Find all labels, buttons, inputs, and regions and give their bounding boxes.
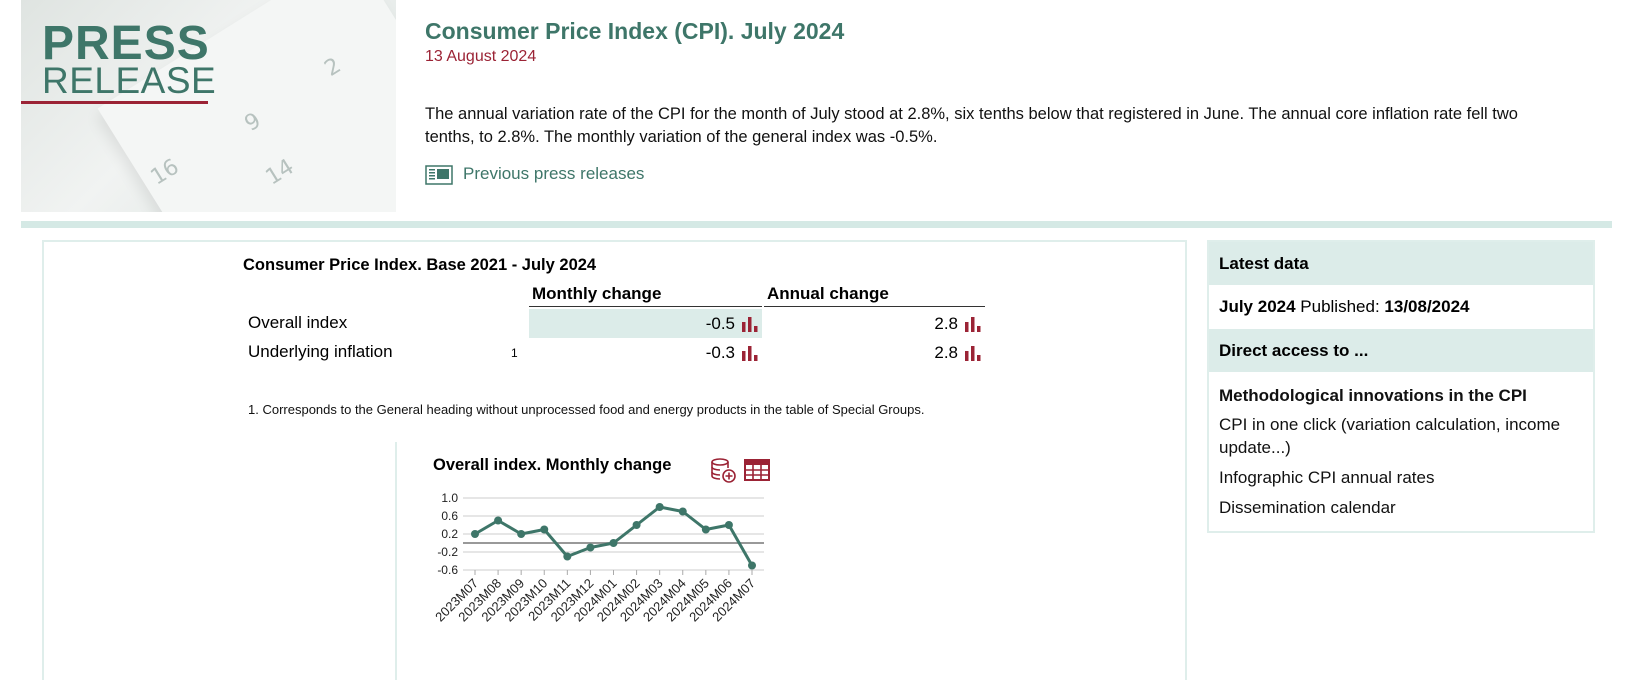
chart-actions [709,456,771,484]
y-tick-label: -0.2 [437,545,458,559]
link-methodological-innovations[interactable]: Methodological innovations in the CPI [1219,386,1527,405]
link-infographic[interactable]: Infographic CPI annual rates [1219,468,1435,487]
latest-data-row: July 2024 Published: 13/08/2024 [1209,285,1593,329]
sidebar: Latest data July 2024 Published: 13/08/2… [1207,240,1595,533]
cell-overall-monthly: -0.5 [529,309,762,338]
latest-period: July 2024 [1219,297,1296,316]
header-divider [21,221,1612,228]
data-point [540,525,549,534]
direct-access-links: Methodological innovations in the CPI CP… [1209,372,1593,519]
published-label: Published: [1295,297,1385,316]
page-title: Consumer Price Index (CPI). July 2024 [425,18,845,44]
previous-press-releases-label[interactable]: Previous press releases [463,164,645,183]
release-summary: The annual variation rate of the CPI for… [425,105,1518,146]
monthly-change-line-chart: 1.00.60.2-0.2-0.62023M072023M082023M0920… [432,492,764,624]
value-overall-monthly: -0.5 [705,313,735,333]
latest-data-heading: Latest data [1209,242,1593,285]
database-add-icon[interactable] [709,456,737,484]
bar-chart-icon[interactable] [741,316,761,332]
table-icon[interactable] [743,456,771,484]
direct-access-heading: Direct access to ... [1209,329,1593,372]
table-title: Consumer Price Index. Base 2021 - July 2… [243,256,597,274]
cell-underlying-monthly: -0.3 [529,338,762,367]
cell-underlying-annual: 2.8 [764,338,985,367]
value-overall-annual: 2.8 [934,313,958,333]
y-tick-label: -0.6 [437,563,458,577]
data-point [724,521,733,529]
y-tick-label: 1.0 [441,492,458,505]
logo-underline [21,101,208,104]
column-header-annual: Annual change [764,284,985,307]
data-point [517,530,526,538]
previous-press-releases-link[interactable]: Previous press releases [425,163,1545,185]
data-point [678,507,687,516]
column-header-monthly: Monthly change [529,284,762,307]
chart-container: Overall index. Monthly change 1.0 0.6 0.2 -… [395,442,795,680]
logo-press-text: PRESS [42,17,210,70]
data-point [471,530,479,538]
chart-title: Overall index. Monthly change [433,456,672,474]
row-label-overall-index: Overall index [248,313,348,332]
published-date: 13/08/2024 [1384,297,1470,316]
data-point [494,516,503,525]
bar-chart-icon[interactable] [964,345,984,361]
value-underlying-monthly: -0.3 [705,342,735,362]
logo-release-text: RELEASE [42,60,217,101]
y-tick-label: 0.6 [441,509,458,523]
data-point [655,503,664,511]
data-point [609,539,618,547]
link-dissemination-calendar[interactable]: Dissemination calendar [1219,498,1396,517]
data-point [586,543,595,552]
press-release-banner: 2 9 16 14 PRESS RELEASE [21,0,396,212]
main-panel: Consumer Price Index. Base 2021 - July 2… [42,240,1187,680]
bar-chart-icon[interactable] [964,316,984,332]
data-point [632,521,641,529]
press-release-header: Consumer Price Index (CPI). July 2024 13… [425,17,1545,185]
newspaper-icon [425,165,453,185]
y-tick-label: 0.2 [441,527,458,541]
row-label-underlying-inflation: Underlying inflation [248,342,393,361]
value-underlying-annual: 2.8 [934,342,958,362]
link-cpi-one-click[interactable]: CPI in one click (variation calculation,… [1219,415,1561,457]
release-date: 13 August 2024 [425,48,537,65]
cell-overall-annual: 2.8 [764,309,985,338]
table-footnote: 1. Corresponds to the General heading wi… [248,402,925,417]
data-point [701,525,710,534]
data-point [748,561,756,570]
footnote-marker: 1 [511,346,518,360]
data-point [563,552,572,561]
bar-chart-icon[interactable] [741,345,761,361]
